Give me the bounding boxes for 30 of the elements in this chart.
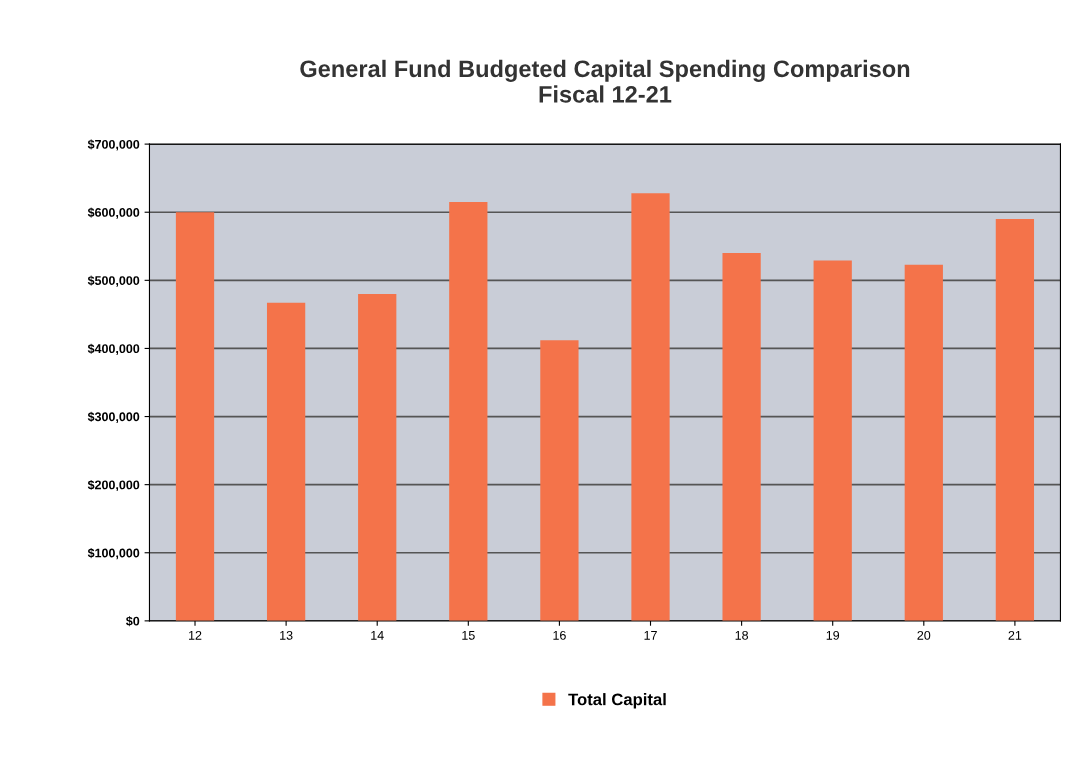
y-tick-label: $300,000 (87, 411, 140, 424)
x-tick-label: 14 (371, 631, 384, 640)
x-tick-label: 12 (189, 630, 202, 640)
bar (995, 219, 1035, 621)
x-tick-label: 19 (826, 630, 840, 640)
x-tick-label: 21 (1008, 630, 1022, 640)
bar (358, 293, 397, 621)
x-tick-label: 13 (280, 630, 293, 640)
x-tick-label: 17 (644, 631, 657, 640)
bar (631, 193, 670, 621)
bar (175, 212, 215, 621)
chart-title: General Fund Budgeted Capital Spending Comparison Fiscal 12-21 (300, 59, 910, 103)
y-tick-label: $0 (126, 616, 140, 627)
y-tick-label: $500,000 (87, 275, 140, 287)
bar (722, 253, 761, 621)
y-tick-label: $400,000 (87, 343, 140, 355)
x-tick-label: 15 (462, 631, 475, 640)
x-tick-label: 20 (917, 630, 931, 640)
x-tick-label: 18 (735, 630, 749, 640)
y-tick-label: $700,000 (87, 139, 140, 151)
bar (449, 202, 488, 621)
y-tick-label: $200,000 (87, 479, 140, 492)
y-tick-label: $600,000 (87, 207, 140, 219)
bar (540, 340, 579, 621)
bar (266, 302, 306, 621)
bar (813, 260, 852, 621)
bar (904, 264, 943, 621)
y-tick-label: $100,000 (87, 548, 140, 560)
legend-label: Total Capital (568, 693, 666, 709)
x-tick-label: 16 (553, 630, 566, 640)
